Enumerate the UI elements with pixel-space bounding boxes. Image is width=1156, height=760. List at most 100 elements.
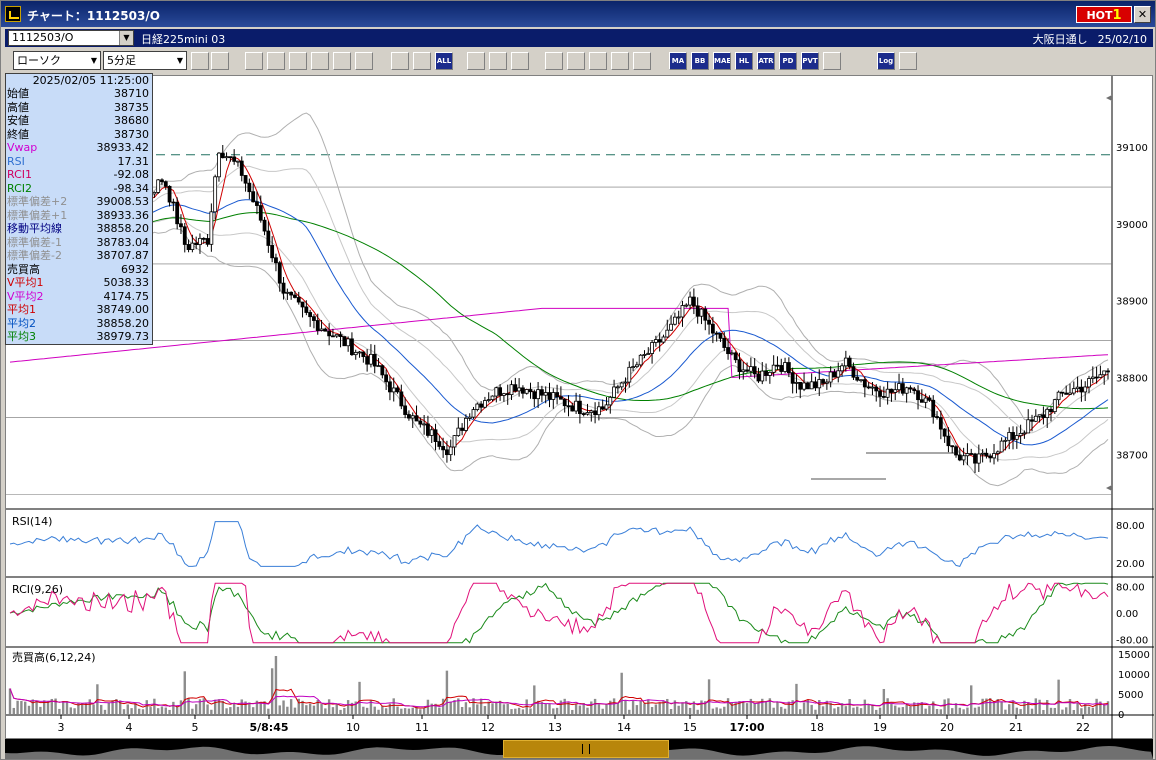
volume-bar — [39, 706, 42, 714]
x-tick-label: 20 — [940, 721, 954, 734]
candle-body — [745, 369, 749, 372]
volume-bar — [536, 700, 540, 714]
chart-canvas[interactable]: 39100 39000 38900 38800 38700 RSI(14) 80.00 20.… — [6, 76, 1154, 740]
link-icon[interactable] — [267, 52, 285, 70]
volume-bar — [65, 701, 69, 714]
alert-icon[interactable] — [545, 52, 563, 70]
volume-bar — [1065, 707, 1068, 714]
volume-bar — [962, 709, 965, 714]
list-icon[interactable] — [333, 52, 351, 70]
atr-button[interactable]: ATR — [757, 52, 775, 70]
interval-select[interactable]: 5分足 ▼ — [103, 51, 187, 70]
undo-icon[interactable] — [311, 52, 329, 70]
candle-body — [407, 414, 411, 419]
candle-body — [995, 451, 1000, 454]
palette-icon[interactable] — [511, 52, 529, 70]
x-tick-label: 21 — [1009, 721, 1023, 734]
hot-button[interactable]: HOT1 — [1076, 6, 1132, 23]
candle-body — [467, 416, 472, 419]
scroll-thumb[interactable] — [503, 740, 669, 758]
export-icon[interactable] — [899, 52, 917, 70]
chart-type-select[interactable]: ローソク ▼ — [13, 51, 101, 70]
volume-bar — [415, 706, 418, 714]
all-icon[interactable]: ALL — [435, 52, 453, 70]
search-icon[interactable] — [567, 52, 585, 70]
volume-bar — [844, 706, 848, 714]
volume-bar — [818, 700, 821, 714]
volume-bar — [616, 702, 620, 714]
volume-bar — [96, 684, 99, 714]
volume-bar — [487, 701, 490, 714]
volume-bar — [1023, 700, 1026, 714]
volume-bar — [373, 706, 376, 714]
volume-bar — [358, 681, 361, 714]
data-value: 6932 — [121, 262, 149, 276]
volume-bar — [529, 708, 532, 714]
candle-body — [540, 389, 544, 396]
pd-button[interactable]: PD — [779, 52, 797, 70]
data-label: Vwap — [7, 141, 38, 154]
volume-bar — [548, 703, 551, 714]
indicator-icon[interactable] — [589, 52, 607, 70]
volume-bar — [1095, 698, 1098, 714]
candle-body — [581, 413, 586, 415]
candle-body — [809, 381, 814, 390]
zoom-icon[interactable] — [191, 52, 209, 70]
volume-bar — [172, 701, 175, 714]
cursor-icon[interactable] — [289, 52, 307, 70]
tool-icon[interactable] — [489, 52, 507, 70]
chevron-down-icon[interactable]: ▼ — [119, 31, 133, 45]
volume-bar — [270, 668, 274, 714]
draw-line-icon[interactable] — [245, 52, 263, 70]
volume-bar — [920, 702, 924, 714]
settings-icon[interactable] — [467, 52, 485, 70]
candle-body — [741, 369, 746, 373]
candle-body — [919, 399, 924, 403]
candle-body — [1014, 435, 1019, 440]
title-bar[interactable]: チャート：1112503/O HOT1 ✕ — [1, 1, 1155, 27]
volume-bar — [251, 707, 255, 714]
volume-bar — [620, 672, 623, 714]
close-button[interactable]: ✕ — [1134, 6, 1151, 23]
log-button[interactable]: Log — [877, 52, 895, 70]
volume-bar — [187, 698, 190, 714]
chevron-down-icon[interactable]: ▼ — [176, 56, 184, 65]
trash-icon[interactable] — [355, 52, 373, 70]
window-icon[interactable] — [823, 52, 841, 70]
volume-bar — [757, 703, 760, 714]
volume-bar — [141, 709, 145, 714]
volume-bar — [996, 699, 1000, 714]
indicator3-icon[interactable] — [633, 52, 651, 70]
chart-area[interactable]: 39100 39000 38900 38800 38700 RSI(14) 80.00 20.… — [5, 75, 1154, 740]
mae-button[interactable]: MAE — [713, 52, 731, 70]
volume-bar — [833, 708, 836, 714]
candle-width-icon[interactable] — [391, 52, 409, 70]
volume-bar — [745, 703, 749, 714]
volume-bar — [339, 709, 342, 714]
bb-button[interactable]: BB — [691, 52, 709, 70]
crosshair-icon[interactable] — [211, 52, 229, 70]
volume-bar — [449, 701, 452, 714]
candle-body — [619, 382, 624, 388]
symbol-select[interactable]: 1112503/O ▼ — [8, 30, 134, 46]
volume-bar — [84, 703, 88, 714]
candle-width2-icon[interactable] — [413, 52, 431, 70]
candle-body — [600, 406, 605, 410]
candle-body — [270, 245, 275, 259]
indicator2-icon[interactable] — [611, 52, 629, 70]
chevron-down-icon[interactable]: ▼ — [90, 56, 98, 65]
time-scrollbar[interactable] — [5, 739, 1153, 759]
volume-bar — [217, 699, 221, 714]
candle-body — [505, 393, 510, 396]
hl-button[interactable]: HL — [735, 52, 753, 70]
pvt-button[interactable]: PVT — [801, 52, 819, 70]
volume-bar — [331, 707, 335, 714]
scroll-marker-icon — [1106, 485, 1112, 491]
volume-bar — [1038, 699, 1041, 714]
volume-bar — [992, 701, 996, 714]
volume-bar — [369, 699, 373, 714]
candle-body — [258, 205, 263, 221]
ma-button[interactable]: MA — [669, 52, 687, 70]
candle-body — [961, 455, 966, 461]
